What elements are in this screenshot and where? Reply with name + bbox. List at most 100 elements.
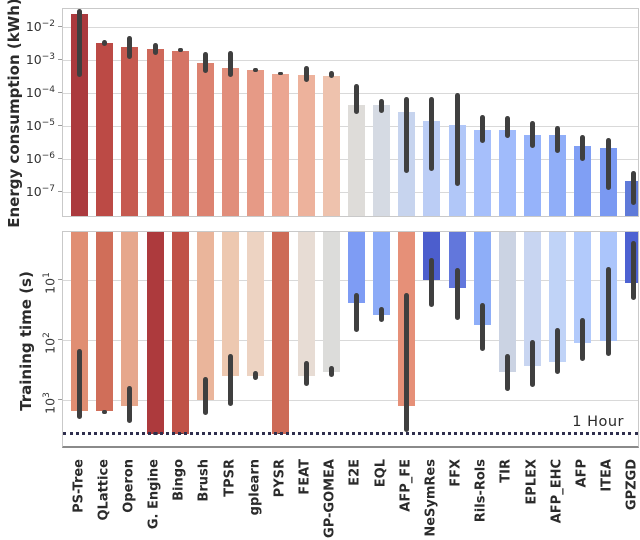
error-bar bbox=[504, 116, 510, 139]
error-bar bbox=[379, 98, 385, 113]
x-tick-label-text: E2E bbox=[347, 459, 363, 486]
bar bbox=[121, 232, 139, 407]
energy-panel bbox=[62, 8, 639, 217]
x-tick-label-text: Rils-Rols bbox=[473, 459, 489, 523]
x-tick-label-text: AFP_EHC bbox=[549, 459, 565, 524]
error-bar bbox=[228, 51, 234, 77]
y-tick-mark bbox=[58, 279, 62, 281]
error-bar bbox=[429, 97, 435, 171]
bar bbox=[222, 68, 240, 216]
x-tick-label-text: TPSR bbox=[222, 459, 238, 497]
bar bbox=[574, 232, 592, 343]
bar bbox=[171, 232, 189, 434]
bar bbox=[574, 145, 592, 216]
error-bar bbox=[102, 409, 108, 414]
error-bar bbox=[303, 360, 309, 386]
error-bar bbox=[127, 35, 133, 59]
gridline bbox=[63, 400, 638, 402]
bar bbox=[549, 134, 567, 216]
y-tick-label: 10−5 bbox=[25, 118, 55, 134]
bar bbox=[272, 73, 290, 216]
bar bbox=[373, 105, 391, 216]
gridline bbox=[63, 92, 638, 94]
gridline bbox=[63, 59, 638, 61]
y-tick-label: 10−6 bbox=[25, 151, 55, 167]
x-tick-label-text: Brush bbox=[196, 459, 212, 502]
error-bar bbox=[454, 92, 460, 187]
y-tick-label-text: 103 bbox=[42, 392, 58, 414]
bar bbox=[448, 232, 466, 289]
error-bar bbox=[479, 115, 485, 144]
error-bar bbox=[379, 307, 385, 323]
x-tick-label-text: NeSymRes bbox=[423, 459, 439, 537]
error-bar bbox=[353, 292, 359, 332]
bar bbox=[247, 70, 265, 216]
bar bbox=[196, 232, 214, 401]
error-bar bbox=[630, 240, 636, 300]
y-tick-mark bbox=[58, 191, 62, 193]
error-bar bbox=[77, 348, 83, 419]
y-tick-label: 10−7 bbox=[25, 184, 55, 200]
bar bbox=[247, 232, 265, 377]
bar bbox=[498, 129, 516, 216]
bar bbox=[96, 43, 114, 216]
y-tick-label: 10−4 bbox=[25, 84, 55, 101]
error-bar bbox=[429, 257, 435, 308]
x-tick-label-text: GPZGD bbox=[624, 459, 640, 511]
bar bbox=[373, 232, 391, 315]
error-bar bbox=[228, 353, 234, 406]
bar bbox=[171, 50, 189, 216]
y-tick-label: 10−3 bbox=[25, 51, 55, 68]
x-tick-label-text: AFP bbox=[574, 459, 590, 488]
error-bar bbox=[202, 52, 208, 74]
x-tick-label-text: PS-Tree bbox=[71, 459, 87, 513]
y-tick-mark bbox=[58, 25, 62, 27]
error-bar bbox=[630, 170, 636, 205]
bar bbox=[524, 232, 542, 366]
bar bbox=[549, 232, 567, 362]
bar bbox=[96, 232, 114, 412]
bar bbox=[423, 232, 441, 281]
error-bar bbox=[127, 385, 133, 424]
y-tick-label-text: 102 bbox=[42, 332, 58, 354]
error-bar bbox=[580, 318, 586, 362]
y-tick-mark bbox=[58, 91, 62, 93]
x-tick-label-text: FFX bbox=[448, 459, 464, 487]
time-panel: 1 Hour bbox=[62, 231, 639, 448]
x-tick-label-text: FEAT bbox=[297, 459, 313, 495]
y-tick-mark bbox=[58, 158, 62, 160]
bar bbox=[222, 232, 240, 377]
error-bar bbox=[328, 365, 334, 377]
error-bar bbox=[77, 9, 83, 78]
x-tick-label-text: EPLEX bbox=[524, 459, 540, 505]
error-bar bbox=[605, 138, 611, 190]
y-tick-mark bbox=[58, 125, 62, 127]
error-bar bbox=[303, 65, 309, 82]
bar bbox=[71, 14, 89, 216]
error-bar bbox=[152, 43, 158, 56]
error-bar bbox=[353, 83, 359, 115]
y-tick-label: 10−2 bbox=[25, 18, 55, 34]
y-tick-mark bbox=[58, 339, 62, 341]
bar bbox=[347, 232, 365, 304]
bar bbox=[322, 76, 340, 216]
bar bbox=[322, 232, 340, 372]
one-hour-line bbox=[63, 432, 638, 436]
x-tick-label-text: EQL bbox=[373, 459, 389, 488]
y-tick-mark bbox=[58, 58, 62, 60]
bar bbox=[498, 232, 516, 372]
bar bbox=[146, 49, 164, 216]
gridline bbox=[63, 26, 638, 28]
bar bbox=[473, 232, 491, 325]
x-tick-label-text: QLattice bbox=[96, 459, 112, 521]
x-tick-label-text: G. Engine bbox=[146, 459, 162, 530]
bar bbox=[272, 232, 290, 434]
x-tick-label-text: GP-GOMEA bbox=[322, 459, 338, 538]
bar bbox=[473, 129, 491, 216]
x-tick-label-text: AFP_FE bbox=[398, 459, 414, 512]
error-bar bbox=[404, 96, 410, 174]
error-bar bbox=[202, 376, 208, 416]
error-bar bbox=[454, 268, 460, 320]
error-bar bbox=[102, 39, 108, 46]
error-bar bbox=[328, 71, 334, 79]
